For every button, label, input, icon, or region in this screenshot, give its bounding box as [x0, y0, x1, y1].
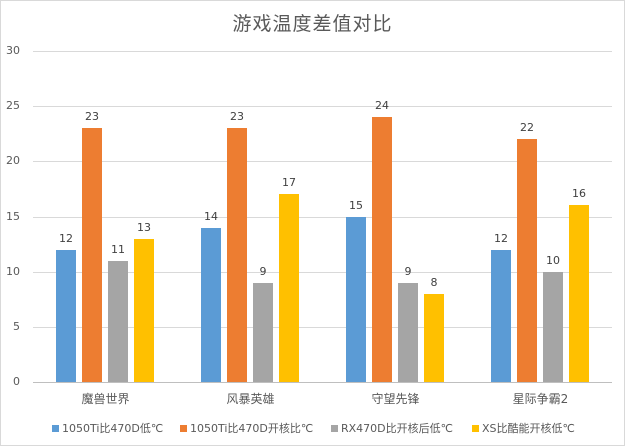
bar [346, 217, 366, 382]
gridline [33, 106, 612, 107]
legend-item: 1050Ti比470D低℃ [52, 420, 163, 436]
x-axis-category-label: 风暴英雄 [226, 392, 275, 406]
bar [227, 128, 247, 382]
legend-item: 1050Ti比470D开核比℃ [180, 420, 313, 436]
x-axis-category-label: 星际争霸2 [512, 392, 569, 406]
bar [253, 283, 273, 382]
bar-value-label: 8 [430, 276, 438, 289]
y-axis-tick-label: 5 [13, 320, 20, 333]
x-axis-category-label: 守望先锋 [371, 392, 420, 406]
bar-value-label: 9 [404, 265, 412, 278]
gridline [33, 161, 612, 162]
gridline [33, 272, 612, 273]
bar [372, 117, 392, 382]
legend: 1050Ti比470D低℃ 1050Ti比470D开核比℃ RX470D比开核后低℃… [0, 420, 625, 436]
bar-value-label: 9 [259, 265, 267, 278]
bar-value-label: 10 [546, 254, 560, 267]
y-axis-tick-label: 25 [6, 99, 20, 112]
chart-title: 游戏温度差值对比 [232, 13, 393, 35]
bar [56, 250, 76, 382]
bar-value-label: 12 [59, 232, 73, 245]
bar [398, 283, 418, 382]
bar-value-label: 13 [137, 221, 151, 234]
legend-swatch-icon [52, 424, 59, 432]
y-axis-tick-label: 15 [6, 210, 20, 223]
bar-value-label: 17 [282, 176, 296, 189]
bar [543, 272, 563, 382]
bar-value-label: 22 [520, 121, 534, 134]
bar [517, 139, 537, 382]
bar [134, 239, 154, 382]
bar-value-label: 23 [85, 110, 99, 123]
legend-label: 1050Ti比470D开核比℃ [190, 422, 314, 435]
bar [424, 294, 444, 382]
bar [569, 205, 589, 382]
y-axis-tick-label: 30 [6, 44, 20, 57]
x-axis-category-label: 魔兽世界 [81, 392, 130, 406]
bar [82, 128, 102, 382]
legend-label: RX470D比开核后低℃ [341, 422, 453, 435]
bar-value-label: 16 [572, 187, 586, 200]
y-axis-tick-label: 0 [13, 375, 20, 388]
legend-label: XS比酷能开核低℃ [482, 422, 575, 435]
gridline [33, 217, 612, 218]
bar-value-label: 11 [111, 243, 125, 256]
bar-value-label: 12 [494, 232, 508, 245]
bar-value-label: 24 [375, 99, 389, 112]
y-axis-tick-label: 10 [6, 265, 20, 278]
legend-swatch-icon [180, 424, 187, 432]
legend-swatch-icon [472, 424, 479, 432]
bar [279, 194, 299, 382]
gridline [33, 327, 612, 328]
gridline [33, 382, 612, 383]
bar-value-label: 23 [230, 110, 244, 123]
bar-value-label: 14 [204, 210, 218, 223]
legend-label: 1050Ti比470D低℃ [62, 422, 164, 435]
bar [491, 250, 511, 382]
legend-swatch-icon [331, 424, 338, 432]
gridline [33, 51, 612, 52]
bar [108, 261, 128, 382]
bar-value-label: 15 [349, 199, 363, 212]
legend-item: XS比酷能开核低℃ [472, 420, 575, 436]
legend-item: RX470D比开核后低℃ [331, 420, 453, 436]
bar [201, 228, 221, 382]
y-axis-tick-label: 20 [6, 154, 20, 167]
